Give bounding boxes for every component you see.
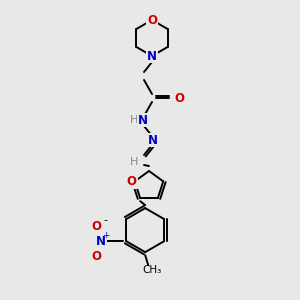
Text: N: N — [147, 50, 157, 62]
Text: O: O — [127, 175, 137, 188]
Text: O: O — [91, 220, 101, 232]
Text: CH₃: CH₃ — [142, 265, 162, 275]
Text: +: + — [102, 231, 110, 240]
Text: H: H — [130, 157, 138, 167]
Text: N: N — [148, 134, 158, 146]
Text: N: N — [138, 113, 148, 127]
Text: H: H — [130, 115, 138, 125]
Text: O: O — [174, 92, 184, 104]
Text: -: - — [103, 215, 107, 225]
Text: N: N — [96, 235, 106, 248]
Text: O: O — [91, 250, 101, 262]
Text: O: O — [147, 14, 157, 26]
